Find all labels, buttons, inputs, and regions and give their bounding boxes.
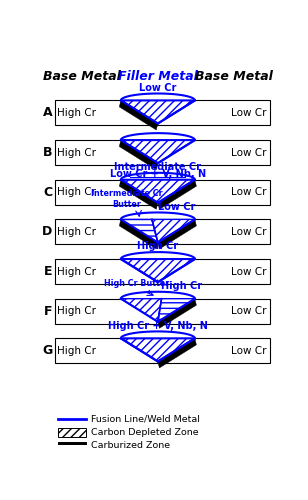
Polygon shape (158, 220, 197, 249)
Text: High Cr: High Cr (57, 108, 96, 118)
Text: High Cr: High Cr (57, 148, 96, 158)
Bar (55, 298, 270, 324)
Bar (58, 442, 86, 450)
Text: Low Cr: Low Cr (231, 306, 266, 316)
Text: Fusion Line/Weld Metal: Fusion Line/Weld Metal (91, 414, 200, 424)
Polygon shape (121, 220, 158, 242)
Bar (55, 259, 270, 284)
Polygon shape (121, 298, 162, 322)
Bar (55, 140, 270, 165)
Polygon shape (121, 338, 195, 361)
Text: Low Cr: Low Cr (139, 82, 176, 92)
Text: Low Cr: Low Cr (231, 346, 266, 356)
Text: High Cr: High Cr (161, 281, 202, 291)
Polygon shape (152, 220, 195, 242)
Polygon shape (158, 298, 195, 322)
Polygon shape (121, 180, 195, 203)
Text: Intermediate Cr
Butter: Intermediate Cr Butter (91, 189, 163, 208)
Text: A: A (43, 106, 52, 120)
Bar (55, 100, 270, 126)
Text: High Cr Butter: High Cr Butter (104, 279, 169, 288)
Polygon shape (121, 140, 195, 163)
Text: High Cr: High Cr (137, 242, 178, 252)
Text: Low Cr: Low Cr (158, 202, 196, 211)
Polygon shape (158, 338, 197, 368)
Text: Low Cr: Low Cr (231, 148, 266, 158)
Text: High Cr: High Cr (57, 306, 96, 316)
Text: D: D (42, 226, 52, 238)
Text: Base Metal: Base Metal (195, 70, 273, 82)
Text: Filler Metal: Filler Metal (118, 70, 198, 82)
Text: Low Cr: Low Cr (231, 227, 266, 237)
Text: Carburized Zone: Carburized Zone (91, 442, 170, 450)
Text: C: C (43, 186, 52, 198)
Text: Low Cr + V, Nb, N: Low Cr + V, Nb, N (110, 169, 206, 179)
Polygon shape (158, 298, 197, 328)
Bar (55, 180, 270, 205)
Text: High Cr: High Cr (57, 266, 96, 276)
Text: E: E (44, 265, 52, 278)
Polygon shape (121, 100, 195, 124)
Text: Low Cr: Low Cr (231, 108, 266, 118)
Polygon shape (119, 180, 158, 210)
Text: High Cr: High Cr (57, 346, 96, 356)
Text: G: G (42, 344, 52, 358)
Text: Intermediate Cr: Intermediate Cr (114, 162, 201, 172)
Text: High Cr: High Cr (57, 227, 96, 237)
Polygon shape (119, 140, 158, 170)
Text: Base Metal: Base Metal (43, 70, 120, 82)
Bar (55, 338, 270, 363)
Polygon shape (121, 259, 195, 282)
Bar (55, 220, 270, 244)
Text: Low Cr: Low Cr (231, 266, 266, 276)
Bar (58, 428, 86, 436)
Polygon shape (158, 180, 197, 210)
Text: High Cr: High Cr (57, 187, 96, 197)
Text: B: B (43, 146, 52, 159)
Polygon shape (119, 100, 158, 130)
Text: High Cr + V, Nb, N: High Cr + V, Nb, N (108, 320, 208, 330)
Text: Low Cr: Low Cr (231, 187, 266, 197)
Polygon shape (119, 220, 158, 249)
Text: F: F (44, 304, 52, 318)
Text: Carbon Depleted Zone: Carbon Depleted Zone (91, 428, 199, 437)
